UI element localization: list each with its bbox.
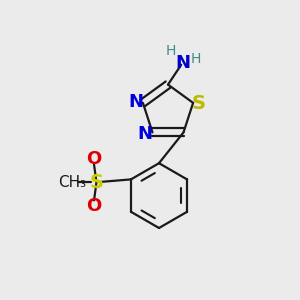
Text: N: N: [138, 124, 153, 142]
Text: O: O: [86, 150, 102, 168]
Text: N: N: [175, 54, 190, 72]
Text: O: O: [86, 197, 102, 215]
Text: H: H: [166, 44, 176, 58]
Text: S: S: [89, 173, 103, 192]
Text: CH₃: CH₃: [58, 175, 86, 190]
Text: H: H: [191, 52, 201, 66]
Text: N: N: [128, 93, 143, 111]
Text: S: S: [191, 94, 206, 113]
